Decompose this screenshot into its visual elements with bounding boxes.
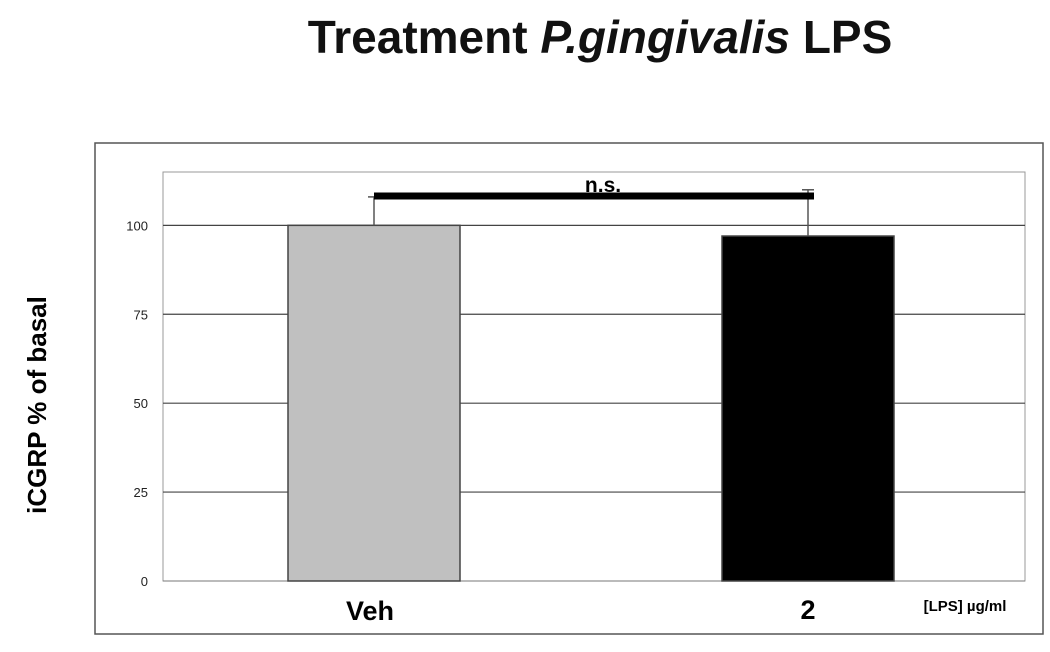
bar [287, 224, 461, 582]
significance-annotation: n.s. [374, 174, 814, 200]
chart-title: Treatment P.gingivalis LPS [0, 10, 1050, 64]
title-part-3: LPS [790, 11, 893, 63]
y-tick-label: 50 [134, 396, 148, 411]
x-category-label: Veh [346, 596, 394, 626]
significance-label: n.s. [585, 174, 621, 197]
y-tick-label: 25 [134, 485, 148, 500]
x-category-label: 2 [800, 595, 815, 625]
y-tick-label: 75 [134, 307, 148, 322]
chart-frame [94, 142, 1044, 635]
title-species: P.gingivalis [540, 11, 791, 63]
bar [721, 235, 895, 582]
y-tick-label: 100 [126, 218, 148, 233]
x-unit-label: [LPS] µg/ml [924, 598, 1007, 615]
y-tick-label: 0 [141, 574, 148, 589]
title-part-1: Treatment [307, 11, 541, 63]
y-axis-ticks: 0 25 50 75 100 [126, 218, 148, 589]
y-axis-label: iCGRP % of basal [22, 296, 52, 514]
x-axis-categories: Veh 2 [346, 595, 816, 626]
bars [287, 224, 895, 582]
